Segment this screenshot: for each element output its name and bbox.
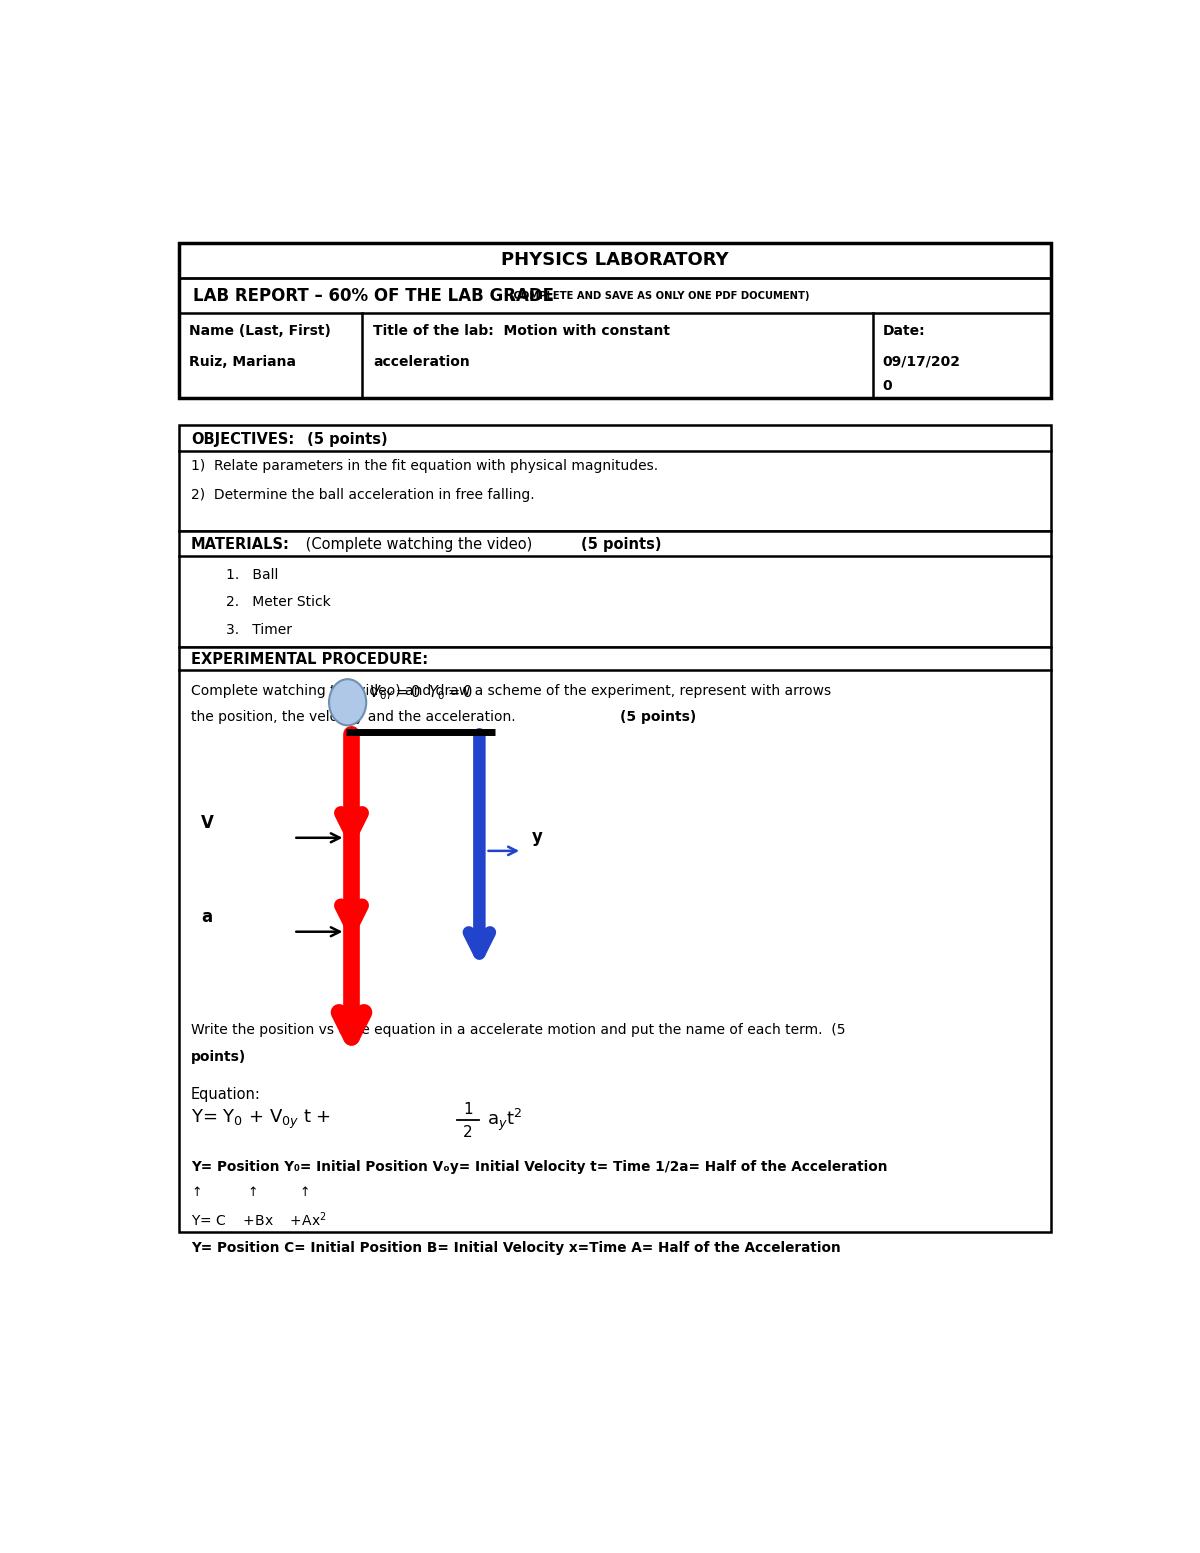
- Text: ↑: ↑: [191, 1186, 202, 1199]
- Text: acceleration: acceleration: [373, 356, 470, 370]
- Text: OBJECTIVES:: OBJECTIVES:: [191, 432, 294, 447]
- Text: (COMPLETE AND SAVE AS ONLY ONE PDF DOCUMENT): (COMPLETE AND SAVE AS ONLY ONE PDF DOCUM…: [509, 290, 809, 301]
- Text: 3.   Timer: 3. Timer: [226, 623, 292, 637]
- Text: (5 points): (5 points): [581, 537, 661, 553]
- Text: a: a: [202, 907, 212, 926]
- Text: 1)  Relate parameters in the fit equation with physical magnitudes.: 1) Relate parameters in the fit equation…: [191, 460, 659, 474]
- Text: 0: 0: [882, 379, 892, 393]
- Text: 1.   Ball: 1. Ball: [226, 567, 278, 581]
- Bar: [180, 426, 1050, 531]
- Text: Ruiz, Mariana: Ruiz, Mariana: [188, 356, 295, 370]
- Text: LAB REPORT – 60% OF THE LAB GRADE: LAB REPORT – 60% OF THE LAB GRADE: [193, 287, 554, 304]
- Text: 09/17/202: 09/17/202: [882, 356, 960, 370]
- Text: 2)  Determine the ball acceleration in free falling.: 2) Determine the ball acceleration in fr…: [191, 488, 535, 502]
- Text: points): points): [191, 1050, 246, 1064]
- Text: Y= Y$_0$ + V$_{0y}$ t +: Y= Y$_0$ + V$_{0y}$ t +: [191, 1107, 331, 1131]
- Bar: [180, 531, 1050, 646]
- Text: Name (Last, First): Name (Last, First): [188, 325, 331, 339]
- Text: Complete watching the video) and draw a scheme of the experiment, represent with: Complete watching the video) and draw a …: [191, 683, 832, 697]
- Bar: [180, 646, 1050, 1232]
- Text: ↑: ↑: [300, 1186, 310, 1199]
- Ellipse shape: [329, 679, 366, 725]
- Text: Y= Position C= Initial Position B= Initial Velocity x=Time A= Half of the Accele: Y= Position C= Initial Position B= Initi…: [191, 1241, 841, 1255]
- Text: $V_{0Y}= 0$  $Y_0= 0$: $V_{0Y}= 0$ $Y_0= 0$: [370, 683, 473, 702]
- Bar: [180, 242, 1050, 398]
- Text: Write the position vs time equation in a accelerate motion and put the name of e: Write the position vs time equation in a…: [191, 1022, 846, 1036]
- Text: ↑: ↑: [247, 1186, 258, 1199]
- Text: PHYSICS LABORATORY: PHYSICS LABORATORY: [502, 252, 728, 269]
- Text: Y= C    +Bx    +Ax$^2$: Y= C +Bx +Ax$^2$: [191, 1210, 326, 1228]
- Text: EXPERIMENTAL PROCEDURE:: EXPERIMENTAL PROCEDURE:: [191, 652, 428, 668]
- Text: 2.   Meter Stick: 2. Meter Stick: [226, 595, 331, 609]
- Text: (5 points): (5 points): [619, 710, 696, 724]
- Text: 1: 1: [463, 1103, 473, 1117]
- Text: Equation:: Equation:: [191, 1087, 260, 1103]
- Text: (5 points): (5 points): [302, 432, 388, 447]
- Text: Title of the lab:  Motion with constant: Title of the lab: Motion with constant: [373, 325, 671, 339]
- Text: a$_y$t$^2$: a$_y$t$^2$: [487, 1106, 522, 1132]
- Text: Date:: Date:: [882, 325, 925, 339]
- Text: (Complete watching the video): (Complete watching the video): [301, 537, 538, 553]
- Text: MATERIALS:: MATERIALS:: [191, 537, 290, 553]
- Text: Y= Position Y₀= Initial Position Vₒy= Initial Velocity t= Time 1/2a= Half of the: Y= Position Y₀= Initial Position Vₒy= In…: [191, 1160, 888, 1174]
- Text: V: V: [202, 814, 214, 831]
- Text: 2: 2: [463, 1126, 473, 1140]
- Text: the position, the velocity and the acceleration.: the position, the velocity and the accel…: [191, 710, 520, 724]
- Text: y: y: [532, 828, 542, 846]
